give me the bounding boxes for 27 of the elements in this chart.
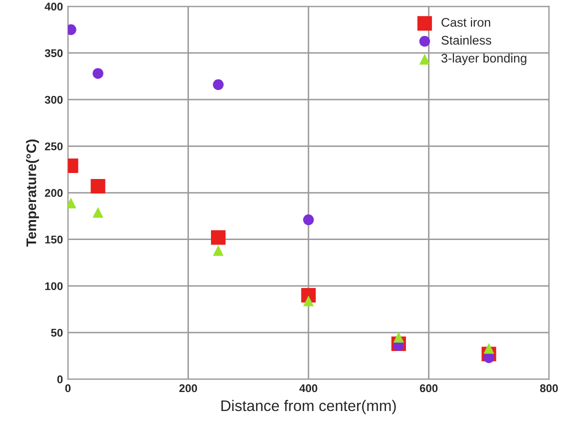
y-axis-title: Temperature(°C) <box>26 139 39 247</box>
y-tick-label: 250 <box>44 142 63 150</box>
y-tick-label: 50 <box>51 328 63 337</box>
x-tick-label: 0 <box>65 384 71 392</box>
y-tick-label: 350 <box>44 49 63 58</box>
x-tick-label: 200 <box>179 384 198 392</box>
point <box>303 214 314 226</box>
point <box>92 206 104 218</box>
x-axis-title: Distance from center(mm) <box>221 400 396 414</box>
x-tick-label: 400 <box>299 384 318 392</box>
y-tick-label: 200 <box>44 189 63 197</box>
legend-label: 3-layer bonding <box>441 53 526 66</box>
y-tick-label: 300 <box>44 96 63 104</box>
x-tick-label: 800 <box>540 384 558 392</box>
point <box>212 79 224 90</box>
y-tick-label: 400 <box>44 2 63 11</box>
y-tick-label: 100 <box>45 282 63 290</box>
legend-label: Stainless <box>441 36 492 45</box>
point <box>92 68 104 79</box>
point <box>90 178 106 194</box>
y-tick-label: 150 <box>45 236 63 244</box>
point <box>212 245 224 256</box>
point <box>393 332 404 343</box>
legend-label: Cast iron <box>442 18 490 27</box>
x-tick-label: 600 <box>420 384 438 392</box>
point <box>210 230 226 245</box>
y-tick-label: 0 <box>57 375 63 384</box>
